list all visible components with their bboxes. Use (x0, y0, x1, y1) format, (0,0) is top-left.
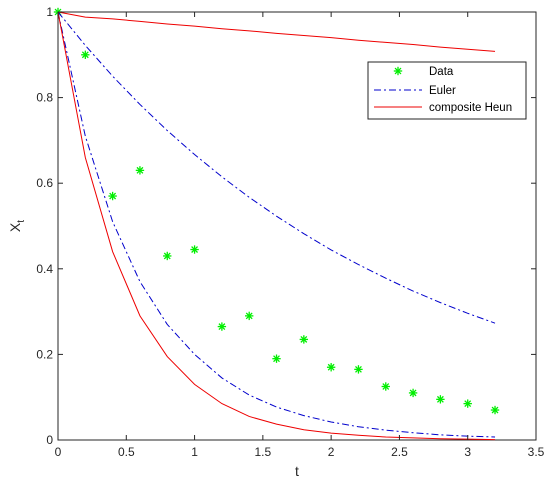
y-axis-label-main: X (7, 222, 23, 232)
data-point (381, 382, 390, 391)
heun-line-4 (57, 11, 496, 441)
x-axis-label: t (295, 463, 299, 479)
data-point (190, 245, 199, 254)
data-point (436, 395, 445, 404)
y-axis-label-subscript: t (16, 220, 27, 223)
y-tick-label: 1 (46, 5, 53, 19)
data-point (408, 388, 418, 398)
data-point (108, 191, 117, 201)
legend-data-marker (393, 66, 403, 76)
x-tick-label: 3.5 (528, 445, 545, 459)
y-tick-label: 0.6 (36, 176, 53, 190)
y-tick-label: 0.8 (36, 91, 53, 105)
legend-item-euler: Euler (374, 85, 456, 97)
legend-item-heun: composite Heun (374, 102, 512, 114)
data-point (490, 405, 500, 415)
data-point (217, 322, 227, 331)
y-axis-label-group: Xt (7, 220, 27, 232)
x-tick-label: 0 (55, 445, 62, 459)
heun-line-3 (57, 11, 496, 52)
y-axis-label: Xt (7, 220, 27, 232)
legend-label-euler: Euler (429, 85, 456, 97)
legend-data-star (393, 66, 403, 76)
x-tick-label: 2.5 (391, 445, 408, 459)
x-tick-label: 1.5 (255, 445, 272, 459)
euler-line-2 (57, 11, 496, 438)
x-tick-label: 3 (464, 445, 471, 459)
data-point (245, 311, 254, 321)
data-point (81, 50, 90, 59)
euler-line-1 (57, 11, 496, 324)
legend: Data Euler composite Heun (367, 61, 527, 120)
series-layer (53, 7, 500, 441)
data-point (272, 354, 281, 363)
x-tick-label: 0.5 (118, 445, 135, 459)
ticks-layer: 0 0.5 1 1.5 2 2.5 3 3.5 0 0.2 0.4 0.6 0.8 1 (36, 5, 544, 459)
data-point (354, 365, 363, 374)
x-tick-label: 1 (191, 445, 198, 459)
y-tick-label: 0 (46, 433, 53, 447)
legend-item-data: Data (393, 66, 454, 78)
x-tick-label: 2 (328, 445, 335, 459)
data-point (299, 335, 309, 344)
y-tick-label: 0.2 (36, 347, 53, 361)
legend-label-heun: composite Heun (429, 102, 512, 114)
data-point (163, 251, 172, 261)
legend-label-data: Data (429, 66, 454, 78)
data-point (463, 399, 472, 408)
data-point (135, 166, 145, 175)
data-point (326, 363, 336, 372)
y-tick-label: 0.4 (36, 262, 53, 276)
